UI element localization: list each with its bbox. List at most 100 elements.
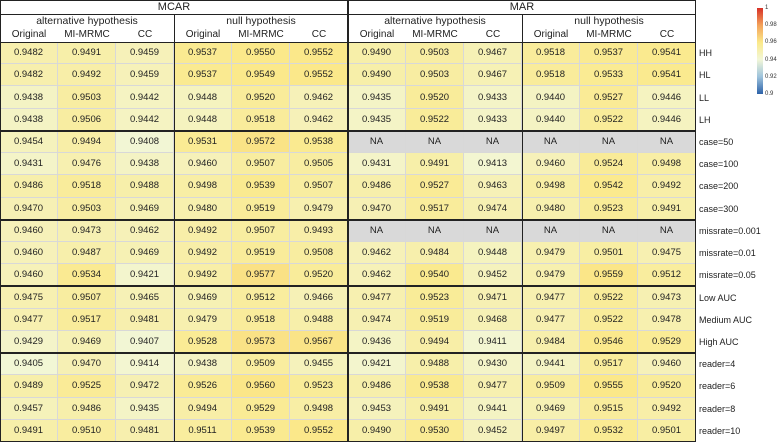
heatmap-cell: 0.9517: [406, 197, 464, 220]
heatmap-cell: 0.9488: [116, 175, 174, 198]
row-label: Medium AUC: [699, 314, 753, 325]
heatmap-cell: 0.9507: [232, 219, 290, 242]
heatmap-cell: 0.9494: [174, 397, 232, 420]
heatmap-cell: 0.9474: [464, 197, 522, 220]
heatmap-cell: 0.9518: [58, 175, 116, 198]
heatmap-cell: 0.9435: [348, 86, 406, 109]
heatmap-cell: NA: [638, 130, 696, 154]
heatmap-cell: 0.9577: [232, 264, 290, 287]
heatmap-cell: 0.9480: [174, 197, 232, 220]
heatmap-cell: 0.9492: [58, 64, 116, 87]
heatmap-cell: 0.9429: [0, 330, 58, 354]
heatmap-cell: 0.9465: [116, 286, 174, 309]
heatmap-cell: 0.9508: [290, 241, 348, 265]
heatmap-cell: NA: [580, 219, 638, 242]
heatmap-cell: 0.9518: [522, 64, 580, 87]
heatmap-cell: 0.9498: [174, 175, 232, 198]
heatmap-cell: 0.9519: [232, 197, 290, 220]
heatmap-cell: 0.9498: [638, 153, 696, 176]
heatmap-cell: 0.9490: [348, 419, 406, 442]
heatmap-cell: 0.9522: [580, 286, 638, 309]
heatmap-cell: 0.9541: [638, 42, 696, 65]
heatmap-cell: 0.9532: [580, 419, 638, 442]
heatmap-cell: 0.9460: [0, 219, 58, 242]
subgroup-divider: [173, 14, 175, 442]
heatmap-cell: 0.9477: [0, 308, 58, 331]
heatmap-cell: 0.9471: [464, 286, 522, 309]
heatmap-cell: 0.9482: [0, 42, 58, 65]
heatmap-cell: 0.9518: [232, 108, 290, 131]
heatmap-cell: 0.9492: [638, 397, 696, 420]
heatmap-cell: 0.9522: [406, 108, 464, 131]
heatmap-cell: 0.9520: [290, 264, 348, 287]
heatmap-cell: NA: [348, 130, 406, 154]
heatmap-cell: 0.9559: [580, 264, 638, 287]
heatmap-cell: 0.9528: [174, 330, 232, 354]
heatmap-cell: 0.9550: [232, 42, 290, 65]
heatmap-cell: 0.9529: [232, 397, 290, 420]
heatmap-cell: 0.9492: [638, 175, 696, 198]
heatmap-cell: 0.9413: [464, 153, 522, 176]
heatmap-cell: 0.9482: [0, 64, 58, 87]
heatmap-cell: NA: [580, 130, 638, 154]
method-header: Original: [174, 27, 232, 42]
heatmap-cell: 0.9510: [58, 419, 116, 442]
heatmap-cell: 0.9491: [0, 419, 58, 442]
row-label: reader=6: [699, 381, 736, 392]
row-label: High AUC: [699, 336, 739, 347]
heatmap-cell: 0.9421: [116, 264, 174, 287]
heatmap-cell: 0.9533: [580, 64, 638, 87]
heatmap-cell: 0.9491: [638, 197, 696, 220]
heatmap-cell: 0.9503: [58, 197, 116, 220]
heatmap-cell: 0.9503: [58, 86, 116, 109]
heatmap-cell: 0.9539: [232, 175, 290, 198]
heatmap-cell: 0.9546: [580, 330, 638, 354]
heatmap-cell: 0.9503: [406, 42, 464, 65]
heatmap-cell: 0.9440: [522, 108, 580, 131]
heatmap-cell: 0.9414: [116, 353, 174, 376]
heatmap-cell: 0.9509: [522, 375, 580, 398]
colorbar-tick-label: 1: [765, 5, 769, 11]
heatmap-cell: 0.9518: [522, 42, 580, 65]
heatmap-cell: 0.9552: [290, 64, 348, 87]
heatmap-cell: 0.9477: [522, 286, 580, 309]
heatmap-cell: 0.9573: [232, 330, 290, 354]
heatmap-cell: 0.9488: [290, 308, 348, 331]
heatmap-cell: 0.9520: [232, 86, 290, 109]
heatmap-cell: 0.9552: [290, 42, 348, 65]
heatmap-cell: 0.9572: [232, 130, 290, 154]
colorbar-tick-label: 0.92: [765, 73, 777, 80]
heatmap-cell: 0.9448: [464, 241, 522, 265]
method-header: CC: [464, 27, 522, 42]
heatmap-cell: 0.9469: [522, 397, 580, 420]
heatmap-cell: 0.9446: [638, 86, 696, 109]
heatmap-cell: 0.9517: [580, 353, 638, 376]
heatmap-cell: NA: [522, 219, 580, 242]
heatmap-cell: 0.9488: [406, 353, 464, 376]
row-label: missrate=0.001: [699, 225, 761, 236]
row-label: case=100: [699, 159, 739, 170]
heatmap-cell: 0.9492: [174, 241, 232, 265]
heatmap-cell: 0.9477: [464, 375, 522, 398]
heatmap-cell: 0.9486: [58, 397, 116, 420]
subgroup-header: alternative hypothesis: [0, 14, 174, 27]
heatmap-cell: 0.9520: [406, 86, 464, 109]
heatmap-cell: 0.9507: [290, 175, 348, 198]
heatmap-cell: 0.9457: [0, 397, 58, 420]
heatmap-cell: NA: [464, 219, 522, 242]
heatmap-cell: 0.9442: [116, 86, 174, 109]
method-header: MI-MRMC: [232, 27, 290, 42]
heatmap-cell: 0.9460: [0, 241, 58, 265]
heatmap-cell: NA: [406, 219, 464, 242]
heatmap-cell: 0.9498: [290, 397, 348, 420]
heatmap-cell: 0.9560: [232, 375, 290, 398]
heatmap-cell: 0.9527: [406, 175, 464, 198]
heatmap-cell: 0.9452: [464, 264, 522, 287]
heatmap-cell: 0.9538: [290, 130, 348, 154]
block-divider: [0, 285, 696, 288]
heatmap-cell: NA: [406, 130, 464, 154]
heatmap-cell: 0.9494: [406, 330, 464, 354]
heatmap-cell: 0.9549: [232, 64, 290, 87]
heatmap-cell: 0.9529: [638, 330, 696, 354]
